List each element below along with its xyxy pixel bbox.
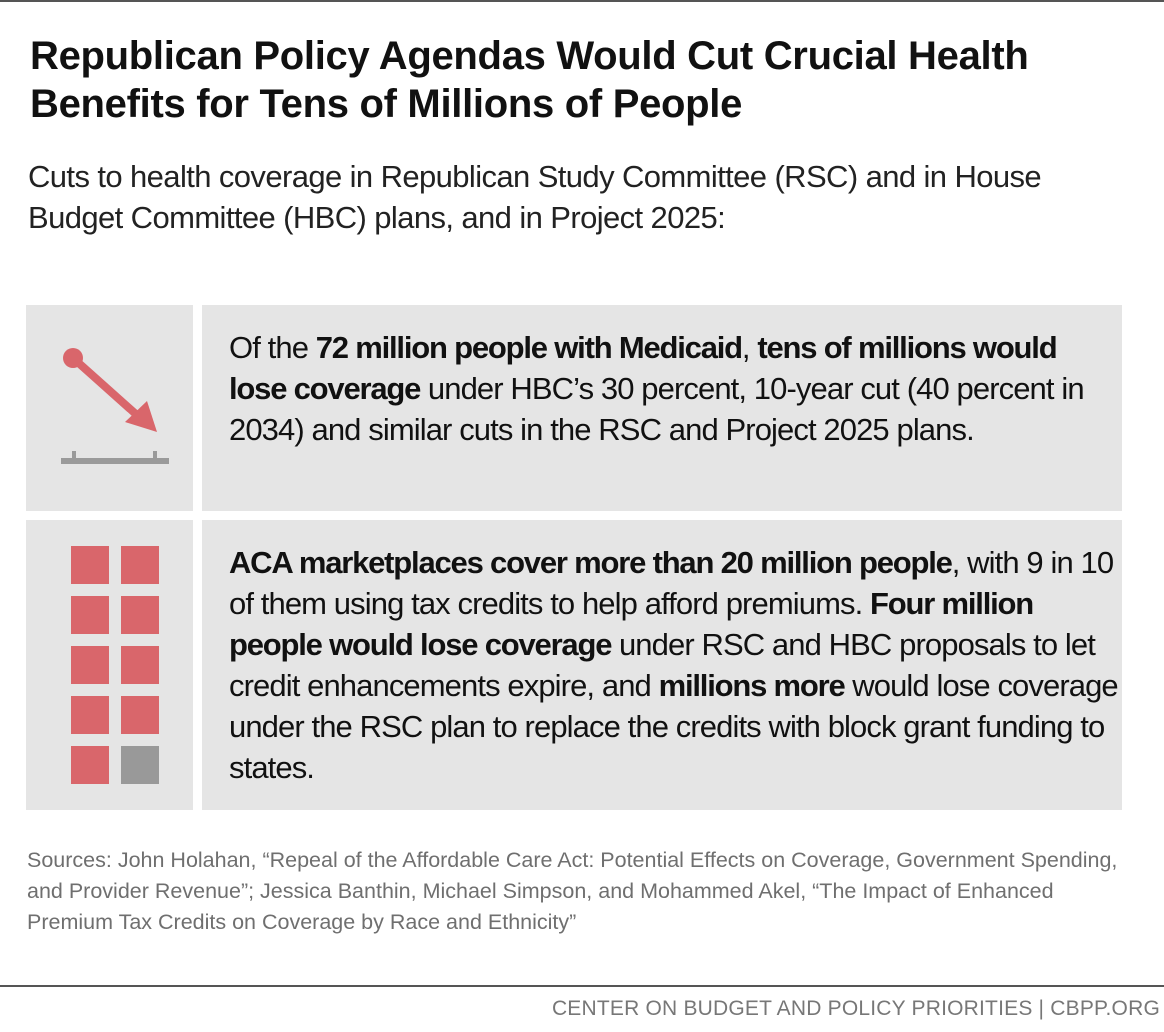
text: under RSC and HBC proposals to let credi… [229, 627, 1096, 703]
bold-text: tens of millions would lose coverage [229, 330, 1058, 406]
title: Republican Policy Agendas Would Cut Cruc… [30, 34, 1029, 126]
bold-text: 72 million people with Medicaid [315, 330, 743, 365]
footer: CENTER ON BUDGET AND POLICY PRIORITIES |… [551, 997, 1160, 1020]
bottom-rule [0, 985, 1164, 987]
bold-text: millions more [658, 668, 846, 703]
top-rule [0, 0, 1164, 2]
text-cell: ACA marketplaces cover more than 20 mill… [202, 520, 1122, 810]
bold-text: ACA marketplaces cover more than 20 mill… [229, 545, 953, 580]
subtitle: Cuts to health coverage in Republican St… [28, 159, 1042, 235]
text: Of the [229, 330, 316, 365]
sources: Sources: John Holahan, “Repeal of the Af… [27, 848, 1118, 934]
icon-cell [26, 520, 193, 810]
icon-cell [26, 305, 193, 511]
row-text: Of the 72 million people with Medicaid, … [229, 327, 1109, 450]
text-cell: Of the 72 million people with Medicaid, … [202, 305, 1122, 511]
text: , [741, 330, 758, 365]
row-text: ACA marketplaces cover more than 20 mill… [229, 542, 1124, 788]
text: would lose coverage under the RSC plan t… [229, 668, 1119, 785]
bold-text: Four million people would lose coverage [229, 586, 1034, 662]
text: under HBC’s 30 percent, 10-year cut (40 … [229, 371, 1085, 447]
text: , with 9 in 10 of them using tax credits… [229, 545, 1114, 621]
grid-icon [71, 546, 159, 784]
decline-icon [61, 348, 169, 464]
